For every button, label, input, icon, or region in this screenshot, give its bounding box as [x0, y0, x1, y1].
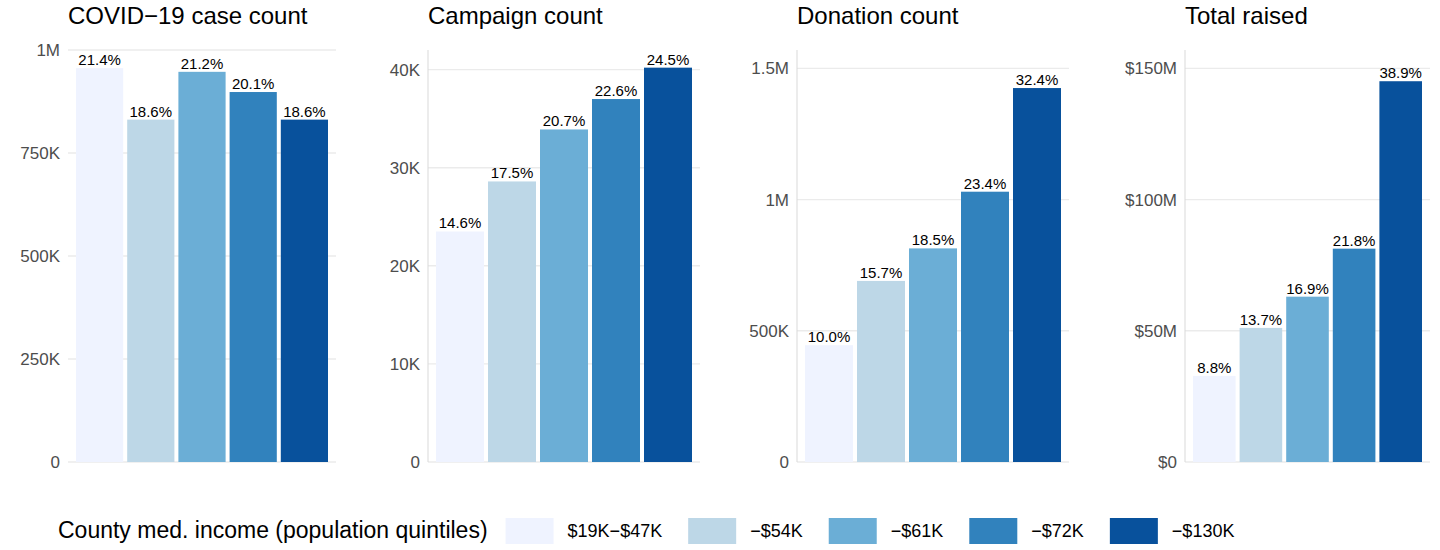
- chart-root: COVID−19 case count 0 250K 500K 750K 1M 21.4% 1…: [0, 0, 1440, 550]
- share-label: 23.4%: [964, 175, 1007, 192]
- legend-title: County med. income (population quintiles…: [58, 517, 488, 543]
- share-label: 21.2%: [181, 55, 224, 72]
- y-tick-label: $150M: [1125, 59, 1177, 78]
- y-tick-label: 30K: [390, 159, 421, 178]
- share-label: 21.4%: [78, 51, 121, 68]
- bar: [1240, 328, 1283, 462]
- panel: COVID−19 case count 0 250K 500K 750K 1M 21.4% 1…: [20, 2, 336, 472]
- share-label: 18.6%: [283, 103, 326, 120]
- bar: [909, 248, 957, 462]
- bar: [436, 231, 484, 462]
- y-tick-label: 1.5M: [751, 59, 789, 78]
- y-tick-label: 10K: [390, 355, 421, 374]
- legend-swatch: [688, 518, 736, 544]
- bar: [127, 120, 174, 462]
- chart-title: Total raised: [1185, 2, 1308, 29]
- share-label: 8.8%: [1197, 359, 1231, 376]
- y-tick-label: 500K: [20, 247, 60, 266]
- bar: [805, 345, 853, 462]
- share-label: 18.5%: [912, 231, 955, 248]
- legend-label: −$54K: [750, 521, 803, 541]
- bar: [857, 281, 905, 462]
- bar: [961, 192, 1009, 462]
- y-tick-label: 1M: [36, 41, 60, 60]
- bar: [1286, 297, 1329, 462]
- y-tick-label: 500K: [749, 322, 789, 341]
- share-label: 13.7%: [1240, 311, 1283, 328]
- legend-label: −$61K: [891, 521, 944, 541]
- bar: [592, 99, 640, 462]
- chart-title: COVID−19 case count: [68, 2, 308, 29]
- chart-title: Campaign count: [428, 2, 603, 29]
- panel: Donation count 0 500K 1M 1.5M 10.0% 15.7% 18.5%…: [749, 2, 1069, 472]
- share-label: 24.5%: [647, 51, 690, 68]
- bar: [178, 72, 225, 462]
- y-tick-label: 20K: [390, 257, 421, 276]
- share-label: 20.1%: [232, 75, 275, 92]
- share-label: 15.7%: [860, 264, 903, 281]
- y-tick-label: 0: [411, 453, 420, 472]
- legend-label: $19K−$47K: [568, 521, 663, 541]
- data-labels: 10.0% 15.7% 18.5% 23.4% 32.4%: [808, 71, 1059, 345]
- legend-swatch: [1110, 518, 1158, 544]
- y-tick-label: 0: [51, 453, 60, 472]
- share-label: 20.7%: [543, 112, 586, 129]
- data-labels: 21.4% 18.6% 21.2% 20.1% 18.6%: [78, 51, 325, 120]
- y-axis-line: [797, 50, 798, 462]
- share-label: 18.6%: [130, 103, 173, 120]
- grid-line: [797, 68, 1069, 69]
- y-tick-label: $0: [1158, 453, 1177, 472]
- share-label: 10.0%: [808, 328, 851, 345]
- y-tick-label: 250K: [20, 350, 60, 369]
- share-label: 38.9%: [1379, 64, 1422, 81]
- bar: [281, 120, 328, 462]
- y-tick-label: 40K: [390, 61, 421, 80]
- legend-label: −$130K: [1172, 521, 1235, 541]
- legend: County med. income (population quintiles…: [58, 517, 1234, 544]
- bars: [436, 68, 692, 462]
- legend-swatch: [506, 518, 554, 544]
- share-label: 32.4%: [1016, 71, 1059, 88]
- bar: [1193, 376, 1236, 462]
- panel: Total raised $0 $50M $100M $150M 8.8% 13.7%16.…: [1125, 2, 1430, 472]
- bars: [805, 88, 1061, 462]
- share-label: 21.8%: [1333, 232, 1376, 249]
- y-tick-label: $100M: [1125, 191, 1177, 210]
- bars: [1193, 81, 1422, 462]
- legend-label: −$72K: [1031, 521, 1084, 541]
- y-tick-label: 0: [780, 453, 789, 472]
- legend-swatch: [829, 518, 877, 544]
- data-labels: 8.8% 13.7%16.9% 21.8% 38.9%: [1197, 64, 1422, 376]
- bar: [230, 92, 277, 462]
- bar: [488, 181, 536, 462]
- y-tick-label: 750K: [20, 144, 60, 163]
- y-tick-label: 1M: [765, 191, 789, 210]
- bar: [1379, 81, 1422, 462]
- bar: [540, 129, 588, 462]
- share-label: 17.5%: [491, 164, 534, 181]
- share-label: 22.6%: [595, 82, 638, 99]
- legend-swatch: [969, 518, 1017, 544]
- y-tick-label: $50M: [1134, 322, 1177, 341]
- bar: [644, 68, 692, 462]
- share-label: 16.9%: [1286, 280, 1329, 297]
- y-axis-line: [1185, 50, 1186, 462]
- y-axis-line: [428, 50, 429, 462]
- chart-title: Donation count: [797, 2, 959, 29]
- bar: [76, 68, 123, 462]
- bars: [76, 68, 328, 462]
- data-labels: 14.6% 17.5% 20.7% 22.6% 24.5%: [439, 51, 690, 232]
- bar: [1333, 249, 1376, 462]
- share-label: 14.6%: [439, 214, 482, 231]
- bar: [1013, 88, 1061, 462]
- panel: Campaign count 0 10K 20K 30K 40K 14.6% 17.5% 20.…: [390, 2, 700, 472]
